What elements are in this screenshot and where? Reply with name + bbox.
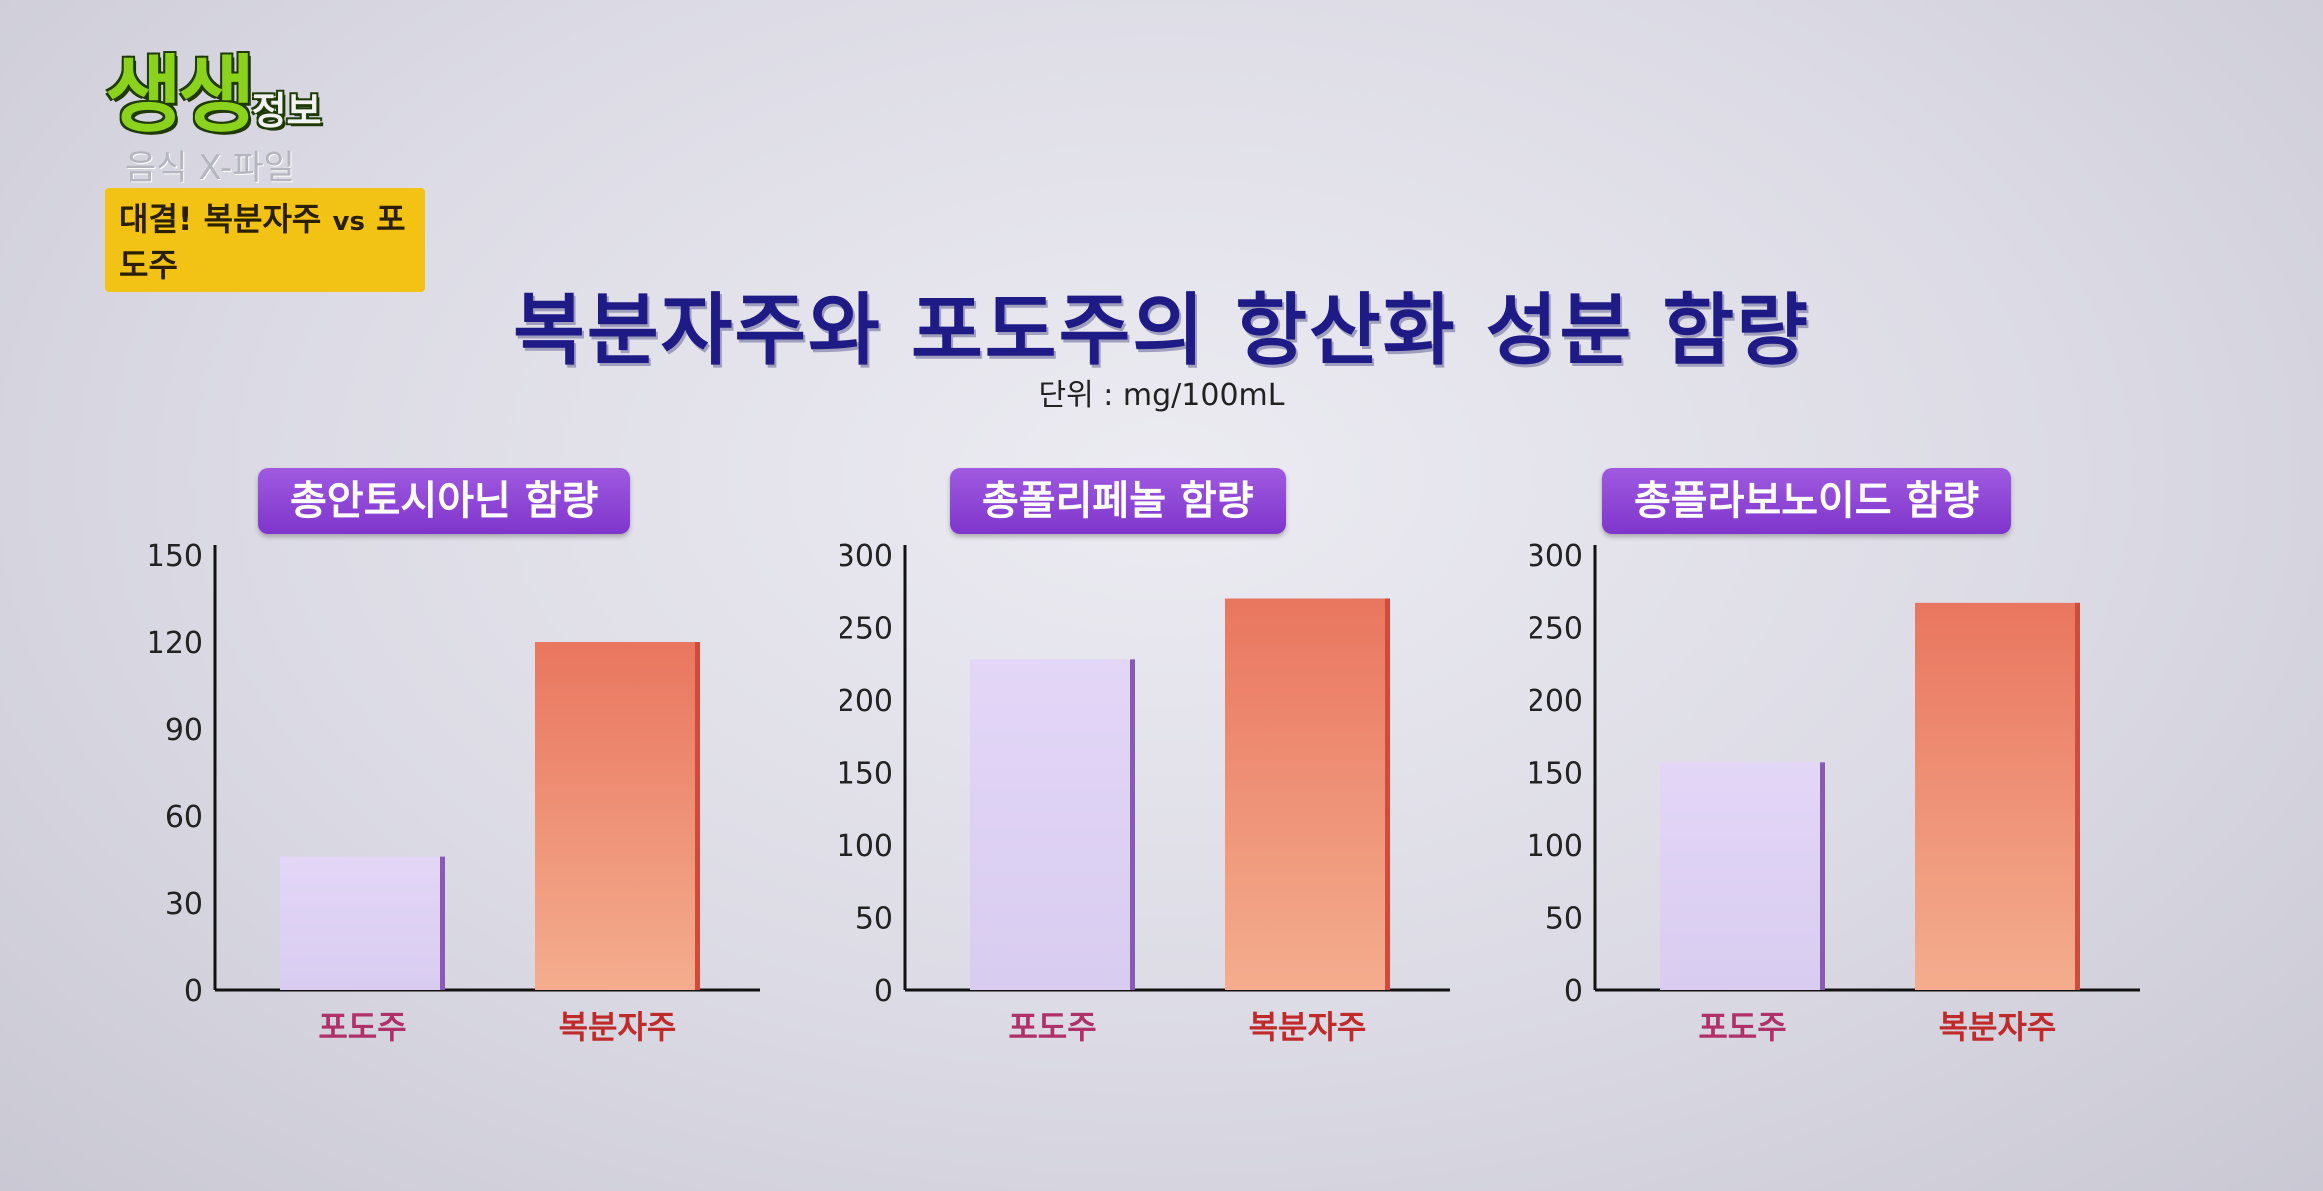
y-tick-label: 200 bbox=[1530, 684, 1583, 719]
x-category-label: 복분자주 bbox=[559, 1008, 677, 1046]
page-title: 복분자주와 포도주의 항산화 성분 함량 bbox=[513, 286, 1810, 376]
y-tick-label: 200 bbox=[840, 684, 893, 719]
bar-edge bbox=[1820, 762, 1825, 990]
y-tick-label: 90 bbox=[165, 713, 203, 748]
y-tick-label: 50 bbox=[1545, 902, 1583, 937]
bar bbox=[1915, 602, 2080, 990]
y-tick-label: 300 bbox=[1530, 539, 1583, 574]
chart-flavonoid: 총플라보노이드 함량 0 50 100 150 200 250 300 포도주 복분자주 bbox=[1530, 460, 2170, 1060]
x-category-label: 포도주 bbox=[1698, 1008, 1786, 1046]
y-tick-label: 150 bbox=[1530, 757, 1583, 792]
y-tick-label: 30 bbox=[165, 887, 203, 922]
chart-title: 총플라보노이드 함량 bbox=[1602, 468, 2012, 534]
bar-chart-svg: 0 30 60 90 120 150 포도주 복분자주 bbox=[150, 539, 760, 1046]
y-tick-label: 250 bbox=[1530, 612, 1583, 647]
logo-small-text: 정보 bbox=[251, 89, 322, 133]
bar-edge bbox=[1385, 598, 1390, 990]
y-tick-label: 300 bbox=[840, 539, 893, 574]
y-tick-label: 250 bbox=[840, 612, 893, 647]
bar bbox=[1225, 598, 1390, 990]
logo-subtitle: 음식 X-파일 bbox=[125, 148, 295, 188]
bar bbox=[535, 642, 700, 990]
y-tick-label: 150 bbox=[150, 539, 203, 574]
bar-chart-svg: 0 50 100 150 200 250 300 포도주 복분자주 bbox=[1530, 539, 2140, 1046]
chart-anthocyanin: 총안토시아닌 함량 0 30 60 90 120 150 포도주 복분자주 bbox=[150, 460, 790, 1060]
bar bbox=[280, 856, 445, 990]
chart-title: 총안토시아닌 함량 bbox=[258, 468, 631, 534]
x-category-label: 복분자주 bbox=[1249, 1008, 1367, 1046]
bar-edge bbox=[440, 856, 445, 990]
chart-title: 총폴리페놀 함량 bbox=[950, 468, 1286, 534]
badge-left-text: 대결! 복분자주 bbox=[119, 200, 322, 238]
y-tick-label: 0 bbox=[184, 974, 203, 1009]
bar-edge bbox=[695, 642, 700, 990]
chart-polyphenol: 총폴리페놀 함량 0 50 100 150 200 250 300 포도주 복분자주 bbox=[840, 460, 1480, 1060]
y-tick-label: 100 bbox=[1530, 829, 1583, 864]
bar bbox=[970, 659, 1135, 990]
show-logo: 생생정보 음식 X-파일 대결! 복분자주 vs 포도주 bbox=[95, 28, 425, 292]
episode-badge: 대결! 복분자주 vs 포도주 bbox=[105, 188, 425, 292]
x-category-label: 복분자주 bbox=[1939, 1008, 2057, 1046]
logo-main-text: 생생 bbox=[105, 46, 256, 144]
logo-title: 생생정보 bbox=[105, 28, 321, 149]
bar-edge bbox=[2075, 602, 2080, 990]
unit-label: 단위 : mg/100mL bbox=[1038, 378, 1285, 413]
y-tick-label: 60 bbox=[165, 800, 203, 835]
y-tick-label: 0 bbox=[874, 974, 893, 1009]
y-tick-label: 120 bbox=[150, 626, 203, 661]
y-tick-label: 0 bbox=[1564, 974, 1583, 1009]
x-category-label: 포도주 bbox=[1008, 1008, 1096, 1046]
x-category-label: 포도주 bbox=[318, 1008, 406, 1046]
y-tick-label: 50 bbox=[855, 902, 893, 937]
y-tick-label: 150 bbox=[840, 757, 893, 792]
y-tick-label: 100 bbox=[840, 829, 893, 864]
bar-chart-svg: 0 50 100 150 200 250 300 포도주 복분자주 bbox=[840, 539, 1450, 1046]
badge-right-text: 포도주 bbox=[119, 200, 406, 284]
badge-vs-text: vs bbox=[332, 207, 365, 237]
bar-edge bbox=[1130, 659, 1135, 990]
bar bbox=[1660, 762, 1825, 990]
